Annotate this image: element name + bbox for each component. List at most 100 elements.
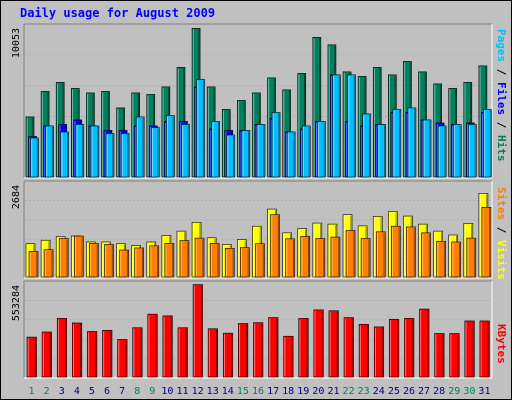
bar-sites-day-7	[119, 249, 129, 278]
legend-entry-pages: Pages	[495, 29, 508, 62]
bar-pages-day-22	[347, 74, 356, 178]
x-tick-day-3: 3	[59, 386, 65, 397]
bar-sites-day-29	[451, 241, 462, 278]
bar-sites-day-22	[345, 230, 356, 278]
bar-sites-day-21	[330, 236, 341, 278]
bar-kbytes-day-27	[419, 308, 430, 378]
bar-sites-day-27	[421, 232, 431, 278]
bar-kbytes-day-4	[71, 322, 83, 378]
x-tick-day-8: 8	[134, 386, 140, 397]
legend-entry-separator: /	[495, 220, 508, 240]
x-tick-day-1: 1	[29, 386, 35, 397]
bar-kbytes-day-1	[26, 336, 37, 378]
bar-kbytes-day-22	[343, 317, 354, 378]
x-tick-day-15: 15	[237, 386, 249, 397]
bar-sites-day-19	[300, 236, 311, 278]
bar-kbytes-day-12	[192, 284, 203, 378]
bar-pages-day-24	[377, 124, 387, 178]
bar-pages-day-25	[392, 109, 402, 178]
bar-pages-day-30	[468, 124, 477, 178]
bar-kbytes-day-21	[328, 310, 339, 378]
bar-pages-day-23	[362, 113, 371, 178]
bar-kbytes-day-3	[56, 318, 67, 378]
bar-kbytes-day-29	[449, 333, 460, 378]
x-tick-day-28: 28	[433, 386, 445, 397]
bar-kbytes-day-11	[177, 327, 188, 378]
x-tick-day-9: 9	[149, 386, 155, 397]
bar-pages-day-4	[75, 124, 85, 178]
bar-kbytes-day-25	[389, 318, 400, 378]
axis-max-label-kbytes: 553284	[11, 285, 22, 321]
bar-sites-day-30	[466, 237, 477, 278]
bar-sites-day-17	[270, 214, 280, 278]
legend-entry-kbytes: KBytes	[495, 324, 508, 364]
bar-sites-day-6	[104, 244, 114, 278]
x-tick-day-20: 20	[312, 386, 324, 397]
bar-sites-day-10	[164, 243, 175, 278]
bar-pages-day-26	[407, 107, 417, 178]
bar-kbytes-day-10	[162, 315, 173, 378]
chart-title: Daily usage for August 2009	[20, 6, 216, 20]
bar-kbytes-day-19	[298, 318, 309, 378]
x-axis-day-labels: 1 2 3 4 5 6 7 8 9 10 11 12 13 14 15 16 17 18 19 20 21 22 23 24 2…	[29, 386, 491, 397]
bar-sites-day-12	[194, 237, 205, 278]
bar-pages-day-11	[181, 124, 190, 178]
bar-kbytes-day-16	[253, 322, 264, 378]
bar-sites-day-9	[149, 245, 160, 278]
bar-pages-day-16	[256, 124, 266, 178]
legend-entry-files: Files	[495, 82, 508, 115]
bar-pages-day-15	[241, 130, 251, 178]
bar-kbytes-day-26	[404, 318, 415, 378]
bar-kbytes-day-6	[102, 329, 113, 378]
x-tick-day-13: 13	[207, 386, 219, 397]
legend-visits-sites: Sites / Visits	[495, 187, 508, 280]
bar-sites-day-8	[134, 247, 144, 278]
bar-kbytes-day-14	[222, 332, 234, 378]
x-tick-day-12: 12	[192, 386, 204, 397]
bar-kbytes-day-30	[464, 320, 475, 378]
bar-kbytes-day-8	[132, 327, 143, 378]
bar-pages-day-12	[196, 79, 205, 178]
bar-sites-day-23	[360, 238, 371, 278]
bar-sites-day-1	[28, 251, 39, 278]
bar-kbytes-day-7	[117, 339, 128, 378]
bar-pages-day-13	[211, 121, 220, 178]
bar-kbytes-day-24	[373, 326, 385, 378]
bar-kbytes-day-13	[207, 328, 218, 378]
legend-entry-separator: /	[495, 62, 508, 82]
bar-sites-day-2	[43, 249, 54, 278]
bar-sites-day-18	[285, 238, 295, 278]
axis-max-label-hits-files-pages: 10053	[11, 28, 22, 58]
bar-pages-day-9	[150, 127, 160, 178]
x-tick-day-11: 11	[176, 386, 188, 397]
bar-pages-day-3	[60, 131, 69, 178]
bar-pages-day-28	[437, 125, 447, 178]
bar-kbytes-day-15	[238, 323, 249, 378]
bar-pages-day-17	[271, 112, 281, 178]
bar-kbytes-day-5	[87, 331, 98, 378]
bar-pages-day-19	[301, 125, 311, 178]
x-tick-day-31: 31	[478, 386, 490, 397]
svg-text:KBytes: KBytes	[495, 324, 508, 364]
bar-sites-day-4	[73, 235, 84, 278]
bar-pages-day-6	[105, 133, 115, 178]
x-tick-day-6: 6	[104, 386, 110, 397]
x-tick-day-26: 26	[403, 386, 415, 397]
x-tick-day-18: 18	[282, 386, 294, 397]
bar-pages-day-10	[166, 115, 175, 178]
x-tick-day-23: 23	[358, 386, 370, 397]
x-tick-day-27: 27	[418, 386, 430, 397]
x-tick-day-21: 21	[327, 386, 339, 397]
bar-pages-day-29	[452, 124, 462, 178]
x-tick-day-14: 14	[222, 386, 234, 397]
bar-kbytes-day-20	[313, 309, 324, 378]
bar-sites-day-20	[315, 238, 326, 278]
bar-kbytes-day-9	[147, 313, 158, 378]
x-tick-day-7: 7	[119, 386, 125, 397]
x-tick-day-2: 2	[44, 386, 50, 397]
bar-sites-day-15	[240, 247, 250, 278]
bar-pages-day-1	[30, 137, 39, 178]
bar-pages-day-2	[45, 125, 54, 178]
